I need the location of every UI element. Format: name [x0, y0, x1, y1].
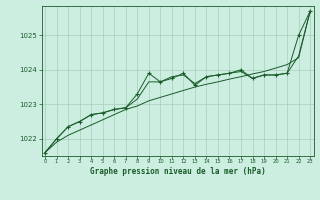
X-axis label: Graphe pression niveau de la mer (hPa): Graphe pression niveau de la mer (hPa) — [90, 167, 266, 176]
